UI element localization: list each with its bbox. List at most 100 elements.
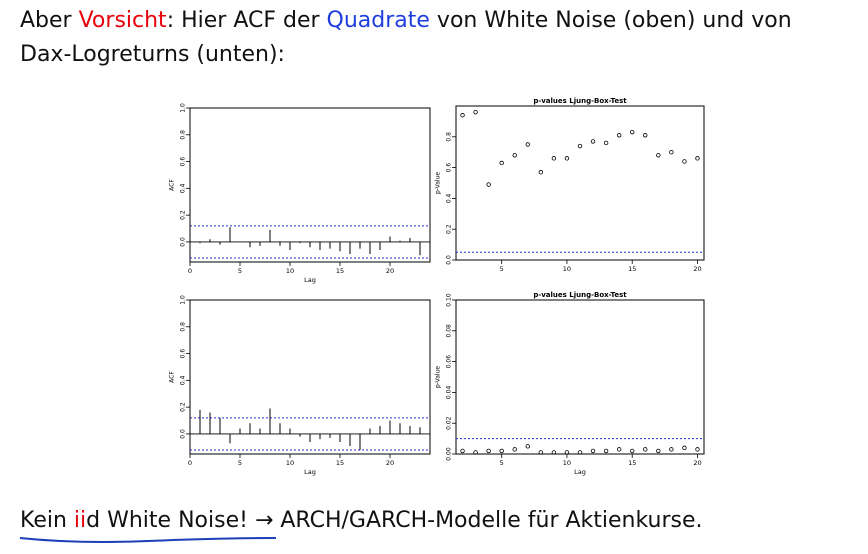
- pvalue-point: [460, 113, 465, 118]
- x-tick-label: 5: [500, 459, 504, 467]
- pvalue-point: [656, 448, 661, 454]
- y-tick-label: 0.8: [180, 130, 187, 140]
- pvalue-point: [512, 447, 517, 452]
- conclusion-post: d White Noise!: [86, 508, 248, 533]
- x-tick-label: 0: [188, 267, 192, 275]
- pvalue-point: [695, 447, 700, 452]
- pvalue-chart-bottom: p-values Ljung-Box-Test 0.00 0.02 0.04 0.06 0…: [435, 291, 705, 476]
- pvalue-point: [473, 109, 478, 115]
- pvalue-point: [643, 447, 648, 452]
- pvalue-point: [460, 448, 465, 454]
- x-tick-label: 20: [693, 265, 701, 273]
- acf-chart-top: 0.0 0.2 0.4 0.6 0.8 1.0 0 5 10 15 20 ACF Lag: [169, 103, 431, 284]
- pvalue-point: [486, 182, 491, 187]
- conclusion-iid: ii: [73, 508, 87, 533]
- y-tick-label: 0.0: [180, 429, 187, 439]
- x-tick-label: 5: [500, 265, 504, 273]
- intro-part3: von White Noise (oben) und von: [429, 8, 792, 33]
- pvalue-point: [512, 153, 517, 158]
- conclusion-rest: ARCH/GARCH-Modelle für Aktienkurse.: [280, 508, 703, 533]
- intro-part1: Aber: [20, 8, 79, 33]
- y-axis-label: ACF: [169, 371, 176, 383]
- y-tick-label: 0.8: [446, 132, 453, 142]
- pvalue-point: [551, 156, 557, 161]
- pvalue-point: [564, 450, 570, 455]
- pvalue-point: [538, 450, 544, 455]
- handwritten-underline: [19, 537, 277, 543]
- y-tick-label: 0.2: [446, 224, 453, 234]
- x-axis-label: Lag: [304, 276, 316, 284]
- x-axis-label: Lag: [574, 468, 586, 476]
- pvalue-point: [695, 156, 700, 161]
- y-tick-label: 0.08: [446, 324, 453, 338]
- x-tick-label: 5: [238, 267, 242, 275]
- y-tick-label: 0.02: [446, 416, 453, 430]
- chart-title: p-values Ljung-Box-Test: [533, 291, 627, 299]
- pvalue-point: [630, 129, 635, 135]
- y-axis-label: ACF: [169, 179, 176, 191]
- x-axis-label: Lag: [304, 468, 316, 476]
- pvalue-point: [603, 448, 609, 454]
- y-tick-label: 0.4: [446, 193, 453, 203]
- x-tick-label: 10: [286, 267, 294, 275]
- x-tick-label: 10: [563, 265, 571, 273]
- x-tick-label: 15: [628, 265, 636, 273]
- pvalue-point: [669, 447, 674, 452]
- y-tick-label: 0.2: [180, 402, 187, 412]
- pvalue-point: [525, 142, 530, 147]
- x-tick-label: 15: [336, 267, 344, 275]
- y-tick-label: 1.0: [180, 103, 187, 113]
- x-tick-label: 5: [238, 459, 242, 467]
- y-axis-label: p-Value: [435, 366, 442, 388]
- y-tick-label: 0.00: [446, 447, 453, 461]
- y-tick-label: 0.6: [180, 157, 187, 167]
- intro-quadrate: Quadrate: [326, 8, 430, 33]
- pvalue-point: [564, 156, 570, 161]
- pvalue-point: [499, 448, 504, 454]
- y-axis-label: p-Value: [435, 172, 442, 194]
- arrow-icon: →: [254, 508, 274, 533]
- pvalue-point: [590, 139, 596, 144]
- y-tick-label: 0.06: [446, 355, 453, 369]
- intro-line2: Dax-Logreturns (unten):: [20, 42, 285, 67]
- x-tick-label: 15: [628, 459, 636, 467]
- chart-title: p-values Ljung-Box-Test: [533, 97, 627, 105]
- y-tick-label: 0.6: [180, 349, 187, 359]
- y-tick-label: 0.4: [180, 183, 187, 193]
- pvalue-point: [616, 133, 622, 138]
- pvalue-point: [577, 450, 583, 455]
- y-tick-label: 0.4: [180, 375, 187, 385]
- intro-text: Aber Vorsicht: Hier ACF der Quadrate von…: [20, 4, 860, 72]
- x-tick-label: 15: [336, 459, 344, 467]
- intro-part2: : Hier ACF der: [166, 8, 327, 33]
- pvalue-point: [538, 170, 544, 175]
- pvalue-point: [590, 448, 596, 454]
- pvalue-point: [630, 448, 635, 454]
- y-tick-label: 0.0: [180, 237, 187, 247]
- pvalue-point: [499, 160, 504, 166]
- acf-chart-bottom: 0.0 0.2 0.4 0.6 0.8 1.0 0 5 10 15 20 ACF Lag: [169, 295, 431, 476]
- pvalue-chart-top: p-values Ljung-Box-Test 0.0 0.2 0.4 0.6 0.8 5 1…: [435, 97, 705, 273]
- pvalue-point: [616, 447, 622, 452]
- pvalue-point: [643, 133, 648, 138]
- y-tick-label: 0.6: [446, 163, 453, 173]
- x-tick-label: 10: [563, 459, 571, 467]
- pvalue-point: [473, 450, 478, 455]
- plot-frame: [455, 299, 705, 455]
- pvalue-point: [682, 159, 687, 164]
- y-tick-label: 0.0: [446, 255, 453, 265]
- plot-frame: [455, 105, 705, 261]
- y-tick-label: 1.0: [180, 295, 187, 305]
- y-tick-label: 0.2: [180, 210, 187, 220]
- conclusion-pre: Kein: [20, 508, 74, 533]
- y-tick-label: 0.04: [446, 386, 453, 400]
- pvalue-point: [577, 143, 583, 149]
- conclusion-text: Kein iid White Noise! → ARCH/GARCH-Model…: [20, 504, 703, 538]
- intro-vorsicht: Vorsicht: [78, 8, 167, 33]
- x-tick-label: 0: [188, 459, 192, 467]
- plot-frame: [189, 299, 431, 455]
- pvalue-point: [525, 444, 530, 449]
- plot-frame: [189, 107, 431, 263]
- pvalue-point: [603, 140, 609, 146]
- pvalue-point: [486, 448, 491, 454]
